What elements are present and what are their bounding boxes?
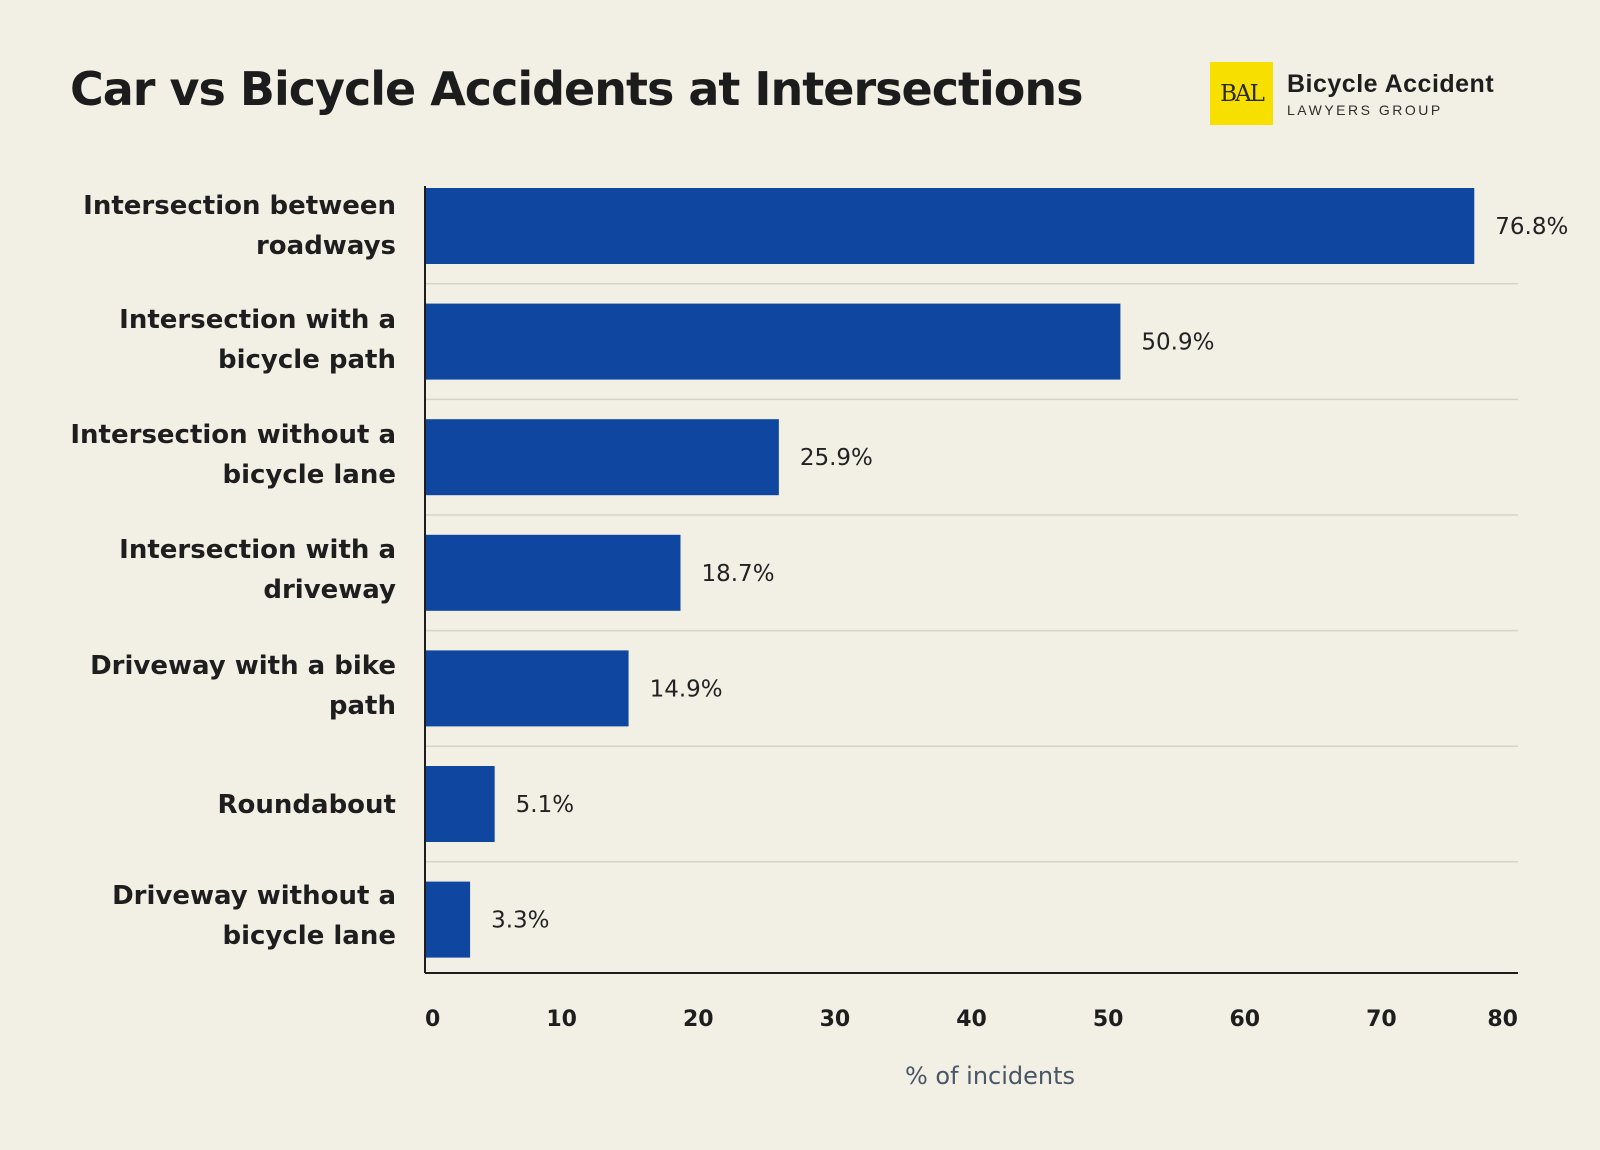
x-tick-label: 40 (956, 1007, 987, 1032)
category-label: Intersection with a bicycle path (119, 305, 396, 375)
bar (425, 650, 629, 727)
category-label: Intersection without a bicycle lane (70, 420, 396, 490)
x-tick-label: 10 (546, 1007, 577, 1032)
category-label: Driveway without a bicycle lane (112, 881, 396, 951)
logo-name-line1: Bicycle Accident (1287, 69, 1495, 98)
bar (425, 534, 681, 611)
bar (425, 881, 471, 958)
value-label: 14.9% (650, 676, 723, 702)
value-label: 18.7% (701, 561, 774, 587)
category-label: Driveway with a bike path (90, 651, 396, 721)
category-label: Intersection between roadways (83, 191, 396, 261)
bar (425, 766, 495, 842)
logo-mark-text: BAL (1220, 80, 1265, 107)
value-label: 25.9% (800, 445, 873, 471)
value-label: 50.9% (1141, 330, 1214, 356)
category-label: Intersection with a driveway (119, 535, 396, 605)
logo-text: Bicycle Accident LAWYERS GROUP (1287, 70, 1494, 118)
x-tick-label: 60 (1229, 1007, 1260, 1032)
bar (425, 419, 779, 496)
category-label: Roundabout (217, 790, 396, 820)
x-tick-label: 50 (1093, 1007, 1124, 1032)
x-tick-label: 30 (820, 1007, 851, 1032)
bal-logo-icon: BAL (1210, 62, 1273, 125)
logo-name-line2: LAWYERS GROUP (1287, 101, 1443, 118)
brand-logo[interactable]: BAL Bicycle Accident LAWYERS GROUP (1210, 62, 1494, 125)
value-label: 5.1% (516, 792, 574, 818)
value-label: 76.8% (1495, 214, 1568, 240)
x-tick-label: 70 (1366, 1007, 1397, 1032)
bar (425, 188, 1475, 264)
chart-title: Car vs Bicycle Accidents at Intersection… (70, 62, 1083, 116)
x-axis-label: % of incidents (904, 1062, 1076, 1090)
x-tick-label: 0 (425, 1007, 440, 1032)
bar (425, 303, 1121, 380)
x-tick-label: 20 (683, 1007, 714, 1032)
x-tick-label: 80 (1487, 1007, 1518, 1032)
value-label: 3.3% (491, 908, 549, 934)
